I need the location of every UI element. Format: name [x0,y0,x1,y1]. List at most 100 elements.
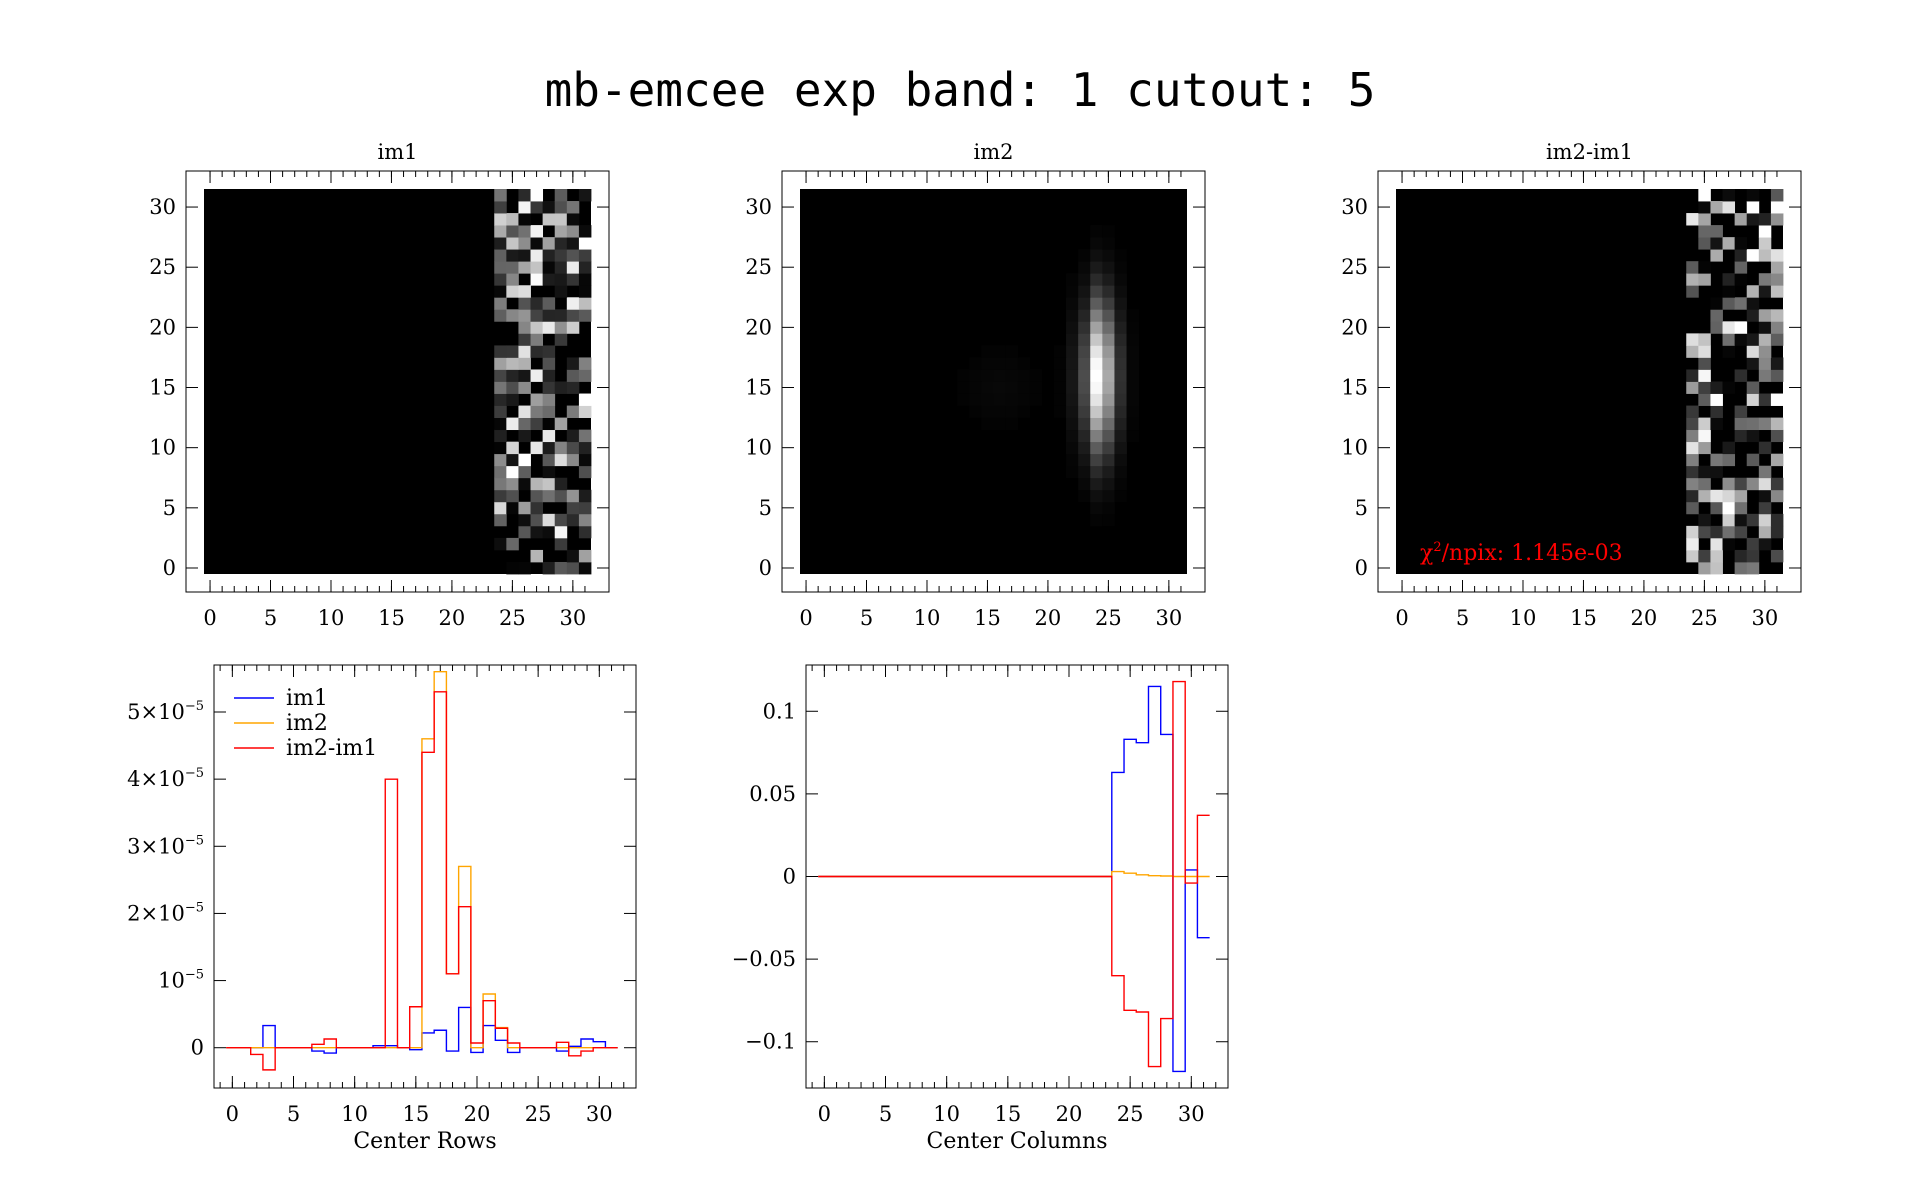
heatmap-pixel [1758,537,1772,551]
heatmap-pixel [578,465,592,479]
heatmap-pixel [981,405,994,418]
heatmap-pixel [530,477,544,491]
heatmap-ytick-label: 25 [745,255,772,279]
heatmap-xtick-label: 0 [1395,606,1408,630]
heatmap-pixel [542,453,556,467]
heatmap-xtick-label: 0 [799,606,812,630]
heatmap-pixel [1686,273,1699,286]
heatmap-pixel [1017,405,1031,418]
heatmap-pixel [494,189,507,202]
heatmap-pixel [1722,453,1736,467]
lineplot-xtick-label: 0 [818,1102,831,1126]
heatmap-pixel [542,201,556,214]
heatmap-pixel [1102,249,1115,262]
heatmap-pixel [1066,417,1079,431]
heatmap-pixel [518,333,531,346]
heatmap-pixel [1102,309,1115,322]
heatmap-pixel [566,561,580,575]
heatmap-pixel [1102,321,1115,334]
heatmap-pixel [981,393,994,406]
heatmap-pixel [1090,285,1103,298]
heatmap-pixel [1710,525,1723,539]
heatmap-pixel [1066,465,1079,479]
heatmap-pixel [1734,525,1748,539]
heatmap-pixel [1102,381,1115,394]
heatmap-pixel [1758,513,1772,527]
heatmap-pixel [530,321,544,334]
heatmap-pixel [578,405,592,418]
heatmap-pixel [578,525,592,539]
heatmap-ytick-label: 30 [149,195,176,219]
heatmap-pixel [530,249,544,262]
heatmap-pixel [1758,465,1772,479]
heatmap-pixel [1090,225,1103,238]
heatmap-pixel [1686,537,1699,551]
heatmap-pixel [494,201,507,214]
heatmap-pixel [1758,477,1772,491]
heatmap-pixel [578,249,592,262]
heatmap-pixel [566,213,580,226]
lineplot-xtick-label: 15 [402,1102,429,1126]
heatmap-pixel [1758,501,1772,515]
heatmap-pixel [1078,321,1091,334]
heatmap-pixel [1102,405,1115,418]
heatmap-pixel [1758,345,1772,358]
heatmap-pixel [542,237,556,250]
heatmap-title: im1 [378,140,418,164]
heatmap-pixel [1114,393,1127,406]
heatmap-pixel [578,237,592,250]
heatmap-pixel [1686,549,1699,563]
heatmap-pixel [1698,261,1711,274]
heatmap-pixel [1710,489,1723,503]
heatmap-pixel [506,369,519,382]
heatmap-pixel [1770,261,1784,274]
heatmap-pixel [1066,369,1079,382]
heatmap-pixel [1686,285,1699,298]
heatmap-pixel [1746,357,1760,370]
heatmap-pixel [1114,249,1127,262]
heatmap-ytick-label: 15 [1341,376,1368,400]
heatmap-pixel [1758,369,1772,382]
heatmap-pixel [566,273,580,286]
heatmap-pixel [1126,429,1140,443]
heatmap-pixel [530,525,544,539]
heatmap-pixel [1746,309,1760,322]
heatmap-ytick-label: 5 [759,496,772,520]
heatmap-pixel [1746,297,1760,310]
heatmap-pixel [566,489,580,503]
heatmap-pixel [494,309,507,322]
heatmap-pixel [1698,549,1711,563]
heatmap-pixel [554,453,568,467]
heatmap-pixel [1114,429,1127,443]
heatmap-pixel [1710,537,1723,551]
heatmap-pixel [542,345,556,358]
heatmap-pixel [1078,417,1091,431]
heatmap-pixels [1686,189,1784,575]
heatmap-pixel [530,549,544,563]
heatmap-pixel [530,225,544,238]
heatmap-pixel [542,393,556,406]
heatmap-pixel [981,381,994,394]
heatmap-pixel [554,201,568,214]
heatmap-pixel [1734,237,1748,250]
heatmap-pixel [1078,249,1091,262]
heatmap-xtick-label: 15 [974,606,1001,630]
heatmap-pixel [1698,225,1711,238]
heatmap-pixel [542,417,556,431]
heatmap-pixel [578,489,592,503]
heatmap-pixel [1090,453,1103,467]
heatmap-pixel [993,345,1006,358]
heatmap-pixel [1746,477,1760,491]
heatmap-pixel [518,405,531,418]
heatmap-pixel [578,429,592,443]
heatmap-pixel [1090,321,1103,334]
lineplot-xtick-label: 20 [464,1102,491,1126]
heatmap-pixel [494,213,507,226]
heatmap-ytick-label: 20 [745,315,772,339]
heatmap-pixel [1090,381,1103,394]
heatmap-pixel [1090,489,1103,503]
heatmap-pixel [554,489,568,503]
heatmap-pixel [1698,333,1711,346]
heatmap-xtick-label: 30 [1155,606,1182,630]
heatmap-pixel [1710,417,1723,431]
